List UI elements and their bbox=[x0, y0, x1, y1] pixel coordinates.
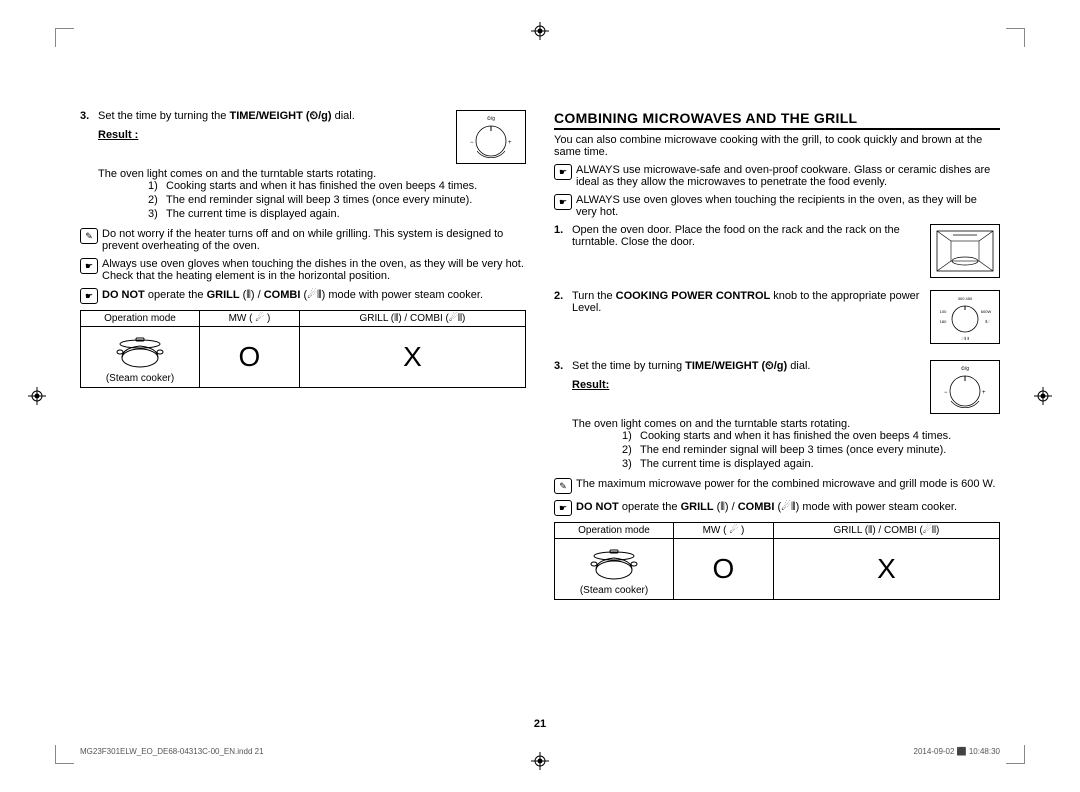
operation-mode-table: Operation mode MW ( ☄ ) GRILL (⫴) / COMB… bbox=[554, 522, 1000, 600]
operation-mode-table: Operation mode MW ( ☄ ) GRILL (⫴) / COMB… bbox=[80, 310, 526, 388]
table-cell: X bbox=[773, 539, 999, 600]
note-icon: ✎ bbox=[80, 228, 102, 252]
svg-text:100: 100 bbox=[940, 309, 947, 314]
table-header: Operation mode bbox=[81, 311, 200, 327]
caution-icon: ☛ bbox=[554, 164, 576, 188]
registration-mark-icon bbox=[1034, 387, 1052, 405]
table-cell: X bbox=[299, 327, 525, 388]
svg-text:⏲/g: ⏲/g bbox=[487, 116, 495, 122]
table-header: Operation mode bbox=[555, 523, 674, 539]
right-column: COMBINING MICROWAVES AND THE GRILL You c… bbox=[554, 110, 1000, 722]
list-item: 1)Cooking starts and when it has finishe… bbox=[622, 430, 1000, 442]
time-weight-dial-figure: ⏲/g − + bbox=[456, 110, 526, 164]
table-row: Operation mode MW ( ☄ ) GRILL (⫴) / COMB… bbox=[81, 311, 526, 327]
table-header: GRILL (⫴) / COMBI (☄⫴) bbox=[773, 523, 999, 539]
svg-text:600W: 600W bbox=[981, 309, 992, 314]
note: ☛ DO NOT operate the GRILL (⫴) / COMBI (… bbox=[80, 288, 526, 304]
table-header: MW ( ☄ ) bbox=[200, 311, 300, 327]
table-header: MW ( ☄ ) bbox=[674, 523, 774, 539]
time-weight-dial-figure: ⏲/g − + bbox=[930, 360, 1000, 414]
steam-cooker-cell: (Steam cooker) bbox=[81, 327, 200, 388]
note-text: Do not worry if the heater turns off and… bbox=[102, 228, 526, 252]
table-cell: O bbox=[674, 539, 774, 600]
svg-text:⫴☄: ⫴☄ bbox=[985, 319, 991, 324]
result-text: The oven light comes on and the turntabl… bbox=[98, 168, 470, 180]
result-text: The oven light comes on and the turntabl… bbox=[572, 418, 944, 430]
table-row: Operation mode MW ( ☄ ) GRILL (⫴) / COMB… bbox=[555, 523, 1000, 539]
left-column: ⏲/g − + 3. Set the time by turning the T… bbox=[80, 110, 526, 722]
footer-timestamp: 2014-09-02 ⬛ 10:48:30 bbox=[914, 747, 1000, 756]
note: ✎ The maximum microwave power for the co… bbox=[554, 478, 1000, 494]
crop-mark bbox=[55, 28, 74, 47]
section-heading: COMBINING MICROWAVES AND THE GRILL bbox=[554, 110, 1000, 130]
step-number: 3. bbox=[554, 360, 572, 373]
step-2: 2. Turn the COOKING POWER CONTROL knob t… bbox=[554, 290, 922, 314]
registration-mark-icon bbox=[531, 22, 549, 40]
table-header: GRILL (⫴) / COMBI (☄⫴) bbox=[299, 311, 525, 327]
svg-text:−: − bbox=[944, 390, 948, 396]
content-columns: ⏲/g − + 3. Set the time by turning the T… bbox=[80, 110, 1000, 722]
table-row: (Steam cooker) O X bbox=[555, 539, 1000, 600]
note-text: DO NOT operate the GRILL (⫴) / COMBI (☄⫴… bbox=[576, 500, 957, 516]
note: ☛ DO NOT operate the GRILL (⫴) / COMBI (… bbox=[554, 500, 1000, 516]
step-3: 3. Set the time by turning the TIME/WEIG… bbox=[80, 110, 448, 123]
caution-icon: ☛ bbox=[554, 194, 576, 218]
svg-text:⏲/g: ⏲/g bbox=[961, 366, 969, 372]
note-text: DO NOT operate the GRILL (⫴) / COMBI (☄⫴… bbox=[102, 288, 483, 304]
power-control-dial-figure: 300 450 600W ⫴☄ 100 180 ☄⫴ ⫴ bbox=[930, 290, 1000, 344]
caution-icon: ☛ bbox=[554, 500, 576, 516]
crop-mark bbox=[1006, 28, 1025, 47]
note: ☛ Always use oven gloves when touching t… bbox=[80, 258, 526, 282]
step-text: Set the time by turning TIME/WEIGHT (⏲/g… bbox=[572, 360, 810, 373]
registration-mark-icon bbox=[28, 387, 46, 405]
svg-text:180: 180 bbox=[940, 319, 947, 324]
list-item: 3)The current time is displayed again. bbox=[622, 458, 1000, 470]
step-number: 1. bbox=[554, 224, 572, 248]
table-row: (Steam cooker) O X bbox=[81, 327, 526, 388]
result-label: Result : bbox=[98, 129, 148, 141]
step-1: 1. Open the oven door. Place the food on… bbox=[554, 224, 922, 248]
note-text: Always use oven gloves when touching the… bbox=[102, 258, 524, 282]
svg-text:+: + bbox=[508, 140, 512, 146]
list-item: 3)The current time is displayed again. bbox=[148, 208, 526, 220]
pot-icon bbox=[112, 330, 168, 370]
note-text: ALWAYS use oven gloves when touching the… bbox=[576, 194, 1000, 218]
step-text: Turn the COOKING POWER CONTROL knob to t… bbox=[572, 290, 922, 314]
list-item: 2)The end reminder signal will beep 3 ti… bbox=[622, 444, 1000, 456]
footer: MG23F301ELW_EO_DE68-04313C-00_EN.indd 21… bbox=[80, 747, 1000, 756]
note-text: ALWAYS use microwave-safe and oven-proof… bbox=[576, 164, 1000, 188]
list-item: 1)Cooking starts and when it has finishe… bbox=[148, 180, 526, 192]
note-icon: ✎ bbox=[554, 478, 576, 494]
svg-text:+: + bbox=[982, 390, 986, 396]
page-number: 21 bbox=[0, 718, 1080, 730]
step-number: 3. bbox=[80, 110, 98, 123]
note: ☛ ALWAYS use microwave-safe and oven-pro… bbox=[554, 164, 1000, 188]
result-list: 1)Cooking starts and when it has finishe… bbox=[554, 430, 1000, 470]
pot-icon bbox=[586, 542, 642, 582]
step-text: Open the oven door. Place the food on th… bbox=[572, 224, 922, 248]
note: ☛ ALWAYS use oven gloves when touching t… bbox=[554, 194, 1000, 218]
caution-icon: ☛ bbox=[80, 288, 102, 304]
step-3: 3. Set the time by turning TIME/WEIGHT (… bbox=[554, 360, 922, 373]
note-text: The maximum microwave power for the comb… bbox=[576, 478, 995, 494]
step-text: Set the time by turning the TIME/WEIGHT … bbox=[98, 110, 355, 123]
svg-text:−: − bbox=[470, 140, 474, 146]
crop-mark bbox=[1006, 745, 1025, 764]
list-item: 2)The end reminder signal will beep 3 ti… bbox=[148, 194, 526, 206]
table-cell: O bbox=[200, 327, 300, 388]
manual-page: ⏲/g − + 3. Set the time by turning the T… bbox=[0, 0, 1080, 792]
result-label: Result: bbox=[572, 379, 622, 391]
oven-interior-figure bbox=[930, 224, 1000, 278]
svg-text:☄⫴ ⫴: ☄⫴ ⫴ bbox=[961, 336, 969, 341]
result-list: 1)Cooking starts and when it has finishe… bbox=[80, 180, 526, 220]
svg-text:300 450: 300 450 bbox=[958, 296, 973, 301]
steam-cooker-cell: (Steam cooker) bbox=[555, 539, 674, 600]
crop-mark bbox=[55, 745, 74, 764]
intro-text: You can also combine microwave cooking w… bbox=[554, 134, 1000, 158]
footer-file: MG23F301ELW_EO_DE68-04313C-00_EN.indd 21 bbox=[80, 747, 264, 756]
note: ✎ Do not worry if the heater turns off a… bbox=[80, 228, 526, 252]
step-number: 2. bbox=[554, 290, 572, 314]
caution-icon: ☛ bbox=[80, 258, 102, 282]
